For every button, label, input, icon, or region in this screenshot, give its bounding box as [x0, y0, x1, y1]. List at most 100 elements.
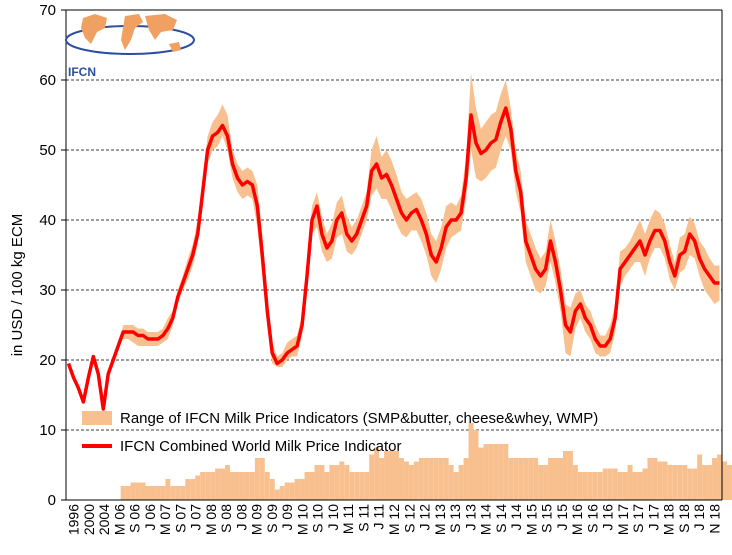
- range-bar: [230, 472, 235, 500]
- range-bar: [488, 444, 494, 500]
- legend-swatch-range: [82, 411, 112, 425]
- x-tick-label: M 07: [157, 504, 173, 535]
- range-bar: [145, 486, 151, 500]
- x-tick-label: S 15: [539, 504, 555, 533]
- gridlines: [66, 9, 722, 431]
- range-bar: [284, 482, 290, 500]
- range-bar: [448, 465, 454, 500]
- range-bar: [379, 458, 385, 500]
- x-tick-label: J 06: [142, 504, 158, 531]
- range-bar: [503, 444, 509, 500]
- range-bar: [438, 458, 444, 500]
- range-bar: [553, 458, 558, 500]
- range-bar: [617, 472, 623, 500]
- range-bar: [572, 465, 578, 500]
- x-tick-label: S 14: [493, 504, 509, 533]
- x-tick-label: M 14: [478, 504, 494, 535]
- range-bar: [225, 465, 230, 500]
- range-bar: [533, 458, 539, 500]
- range-bar: [418, 458, 424, 500]
- range-bar: [627, 465, 633, 500]
- range-bar: [458, 465, 464, 500]
- range-bar: [612, 468, 618, 500]
- range-bar: [210, 472, 216, 500]
- legend-label-line: IFCN Combined World Milk Price Indicator: [120, 438, 401, 455]
- y-tick-labels: 0 10 20 30 40 50 60 70: [39, 2, 66, 509]
- y-tick-label: 70: [39, 2, 56, 19]
- range-bar: [369, 454, 375, 500]
- y-tick-label: 0: [48, 492, 56, 509]
- range-bar: [398, 458, 404, 500]
- range-bar: [622, 472, 628, 500]
- range-bar: [259, 458, 265, 500]
- range-bar: [592, 472, 598, 500]
- range-bar: [190, 479, 196, 500]
- y-tick-label: 10: [39, 422, 56, 439]
- x-tick-label: J 09: [279, 504, 295, 531]
- range-bar: [602, 468, 608, 500]
- range-bar: [294, 479, 300, 500]
- range-bar: [289, 482, 295, 500]
- range-bar: [722, 461, 727, 500]
- range-bar: [726, 465, 732, 500]
- range-bar: [195, 475, 201, 500]
- range-bar: [428, 458, 434, 500]
- range-bars: [120, 423, 732, 500]
- range-bar: [170, 486, 176, 500]
- range-bar: [473, 430, 479, 500]
- range-bar: [125, 486, 131, 500]
- range-bar: [185, 479, 191, 500]
- range-bar: [394, 451, 399, 500]
- range-bar: [389, 451, 394, 500]
- range-bar: [707, 465, 713, 500]
- x-tick-label: M 15: [523, 504, 539, 535]
- range-bar: [413, 461, 419, 500]
- x-tick-label: J 11: [371, 504, 387, 530]
- price-line: [66, 106, 720, 411]
- range-bar: [200, 472, 206, 500]
- x-tick-label: M 16: [569, 504, 585, 535]
- ifcn-logo: IFCN: [65, 14, 195, 79]
- range-bar: [254, 458, 260, 500]
- range-bar: [264, 472, 270, 500]
- range-bar: [150, 486, 156, 500]
- range-bar: [577, 472, 583, 500]
- series-line-combined-price: [66, 106, 720, 411]
- axes: [65, 9, 723, 501]
- range-band-area: [68, 73, 720, 409]
- range-bar: [493, 444, 499, 500]
- x-tick-label: S 17: [630, 504, 646, 533]
- range-bar: [165, 479, 171, 500]
- x-tick-label: S 09: [264, 504, 280, 533]
- range-bar: [334, 465, 340, 500]
- x-tick-label: M 08: [203, 504, 219, 535]
- x-tick-label: S 07: [172, 504, 188, 533]
- range-bar: [562, 451, 568, 500]
- y-axis-title: in USD / 100 kg ECM: [9, 214, 26, 357]
- range-bar: [523, 458, 529, 500]
- x-tick-label: S 18: [676, 504, 692, 533]
- range-bar: [155, 486, 161, 500]
- x-tick-label: J 14: [508, 504, 524, 531]
- range-bar: [314, 465, 320, 500]
- range-bar: [697, 454, 703, 500]
- x-tick-label: M 09: [249, 504, 265, 535]
- x-tick-label: J 12: [417, 504, 433, 531]
- range-bar: [607, 468, 613, 500]
- range-bar: [344, 465, 350, 500]
- range-bar: [234, 472, 240, 500]
- range-bar: [244, 472, 250, 500]
- range-bar: [717, 454, 722, 500]
- range-bar: [468, 423, 474, 500]
- range-bar: [632, 472, 638, 500]
- x-tick-label: J 13: [462, 504, 478, 531]
- range-bar: [408, 465, 414, 500]
- x-tick-label: M 13: [432, 504, 448, 535]
- y-tick-label: 50: [39, 142, 56, 159]
- range-band: [68, 73, 720, 409]
- legend: Range of IFCN Milk Price Indicators (SMP…: [82, 410, 598, 455]
- range-bar: [324, 472, 330, 500]
- range-bar: [513, 458, 519, 500]
- x-tick-label: J 18: [691, 504, 707, 531]
